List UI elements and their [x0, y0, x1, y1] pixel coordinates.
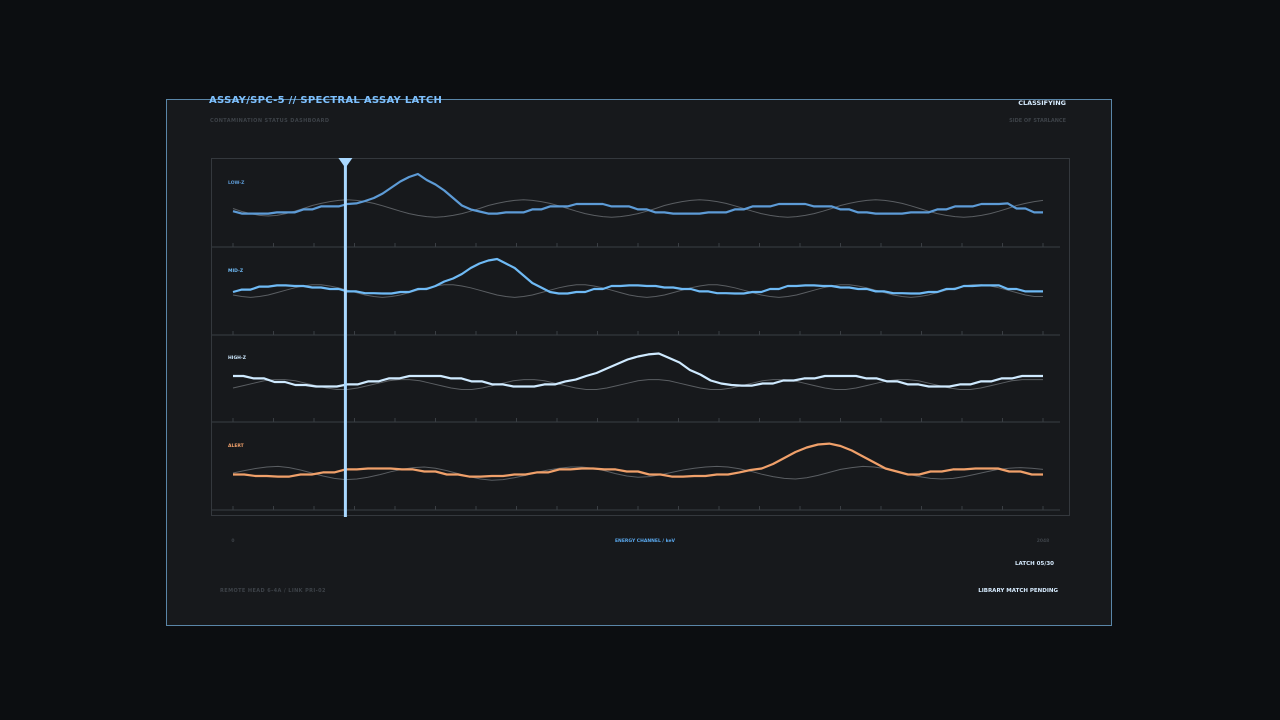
latch-counter: LATCH 05/30 [1015, 561, 1054, 567]
link-info: REMOTE HEAD 6-4A / LINK PRI-02 [220, 588, 326, 594]
plot-frame [211, 158, 1070, 516]
spectrum-series-alert [233, 442, 1043, 478]
baseline-series [232, 379, 1043, 390]
cursor-handle-icon [338, 158, 353, 168]
track-label: HIGH-Z [228, 355, 247, 361]
track-label: LOW-Z [228, 180, 245, 186]
status-badge: CLASSIFYING [1018, 99, 1066, 107]
library-match-status: LIBRARY MATCH PENDING [978, 588, 1058, 594]
baseline-series [232, 284, 1043, 298]
status-subtext: SIDE OF STARLANCE [1009, 118, 1066, 124]
spectrum-series-low-z [232, 172, 1043, 215]
spectrum-series-mid-z [232, 257, 1043, 295]
spectrum-series-high-z [233, 352, 1043, 388]
page-subtitle: CONTAMINATION STATUS DASHBOARD [210, 118, 330, 124]
x-max-label: 2048 [1037, 538, 1050, 544]
track-label: ALERT [228, 443, 245, 449]
page-title: ASSAY/SPC-5 // SPECTRAL ASSAY LATCH [209, 95, 443, 106]
x-axis-label: ENERGY CHANNEL / keV [615, 538, 676, 544]
x-min-label: 0 [231, 538, 234, 544]
track-label: MID-Z [228, 268, 244, 274]
assay-panel: ASSAY/SPC-5 // SPECTRAL ASSAY LATCH CONT… [166, 95, 1112, 626]
baseline-series [232, 199, 1044, 218]
